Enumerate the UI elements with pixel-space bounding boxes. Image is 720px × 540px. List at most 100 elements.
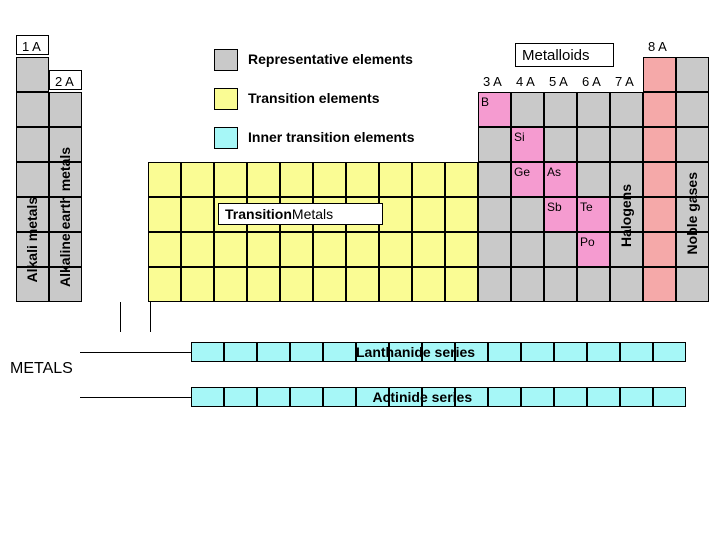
cell-act (191, 387, 224, 407)
swatch-rep (214, 49, 238, 71)
cell-transition (148, 267, 181, 302)
bracket (120, 302, 121, 332)
cell-act (257, 387, 290, 407)
cell-transition (148, 162, 181, 197)
cell-p (544, 92, 577, 127)
cell-act (521, 387, 554, 407)
cell-noble (643, 197, 676, 232)
cell-noble (643, 267, 676, 302)
cell-p (478, 127, 511, 162)
vlabel-alkaline: Alkaline earth metals (57, 112, 73, 287)
cell-transition (148, 232, 181, 267)
cell-lanth (587, 342, 620, 362)
cell-p (610, 267, 643, 302)
cell-act (587, 387, 620, 407)
cell-lanth (521, 342, 554, 362)
cell-p (577, 92, 610, 127)
cell-transition (247, 267, 280, 302)
cell-noble (643, 232, 676, 267)
cell-metalloid: Si (511, 127, 544, 162)
cell-transition (313, 267, 346, 302)
cell-act (290, 387, 323, 407)
cell-act (620, 387, 653, 407)
vlabel-alkali: Alkali metals (24, 132, 40, 283)
cell-noble (643, 57, 676, 92)
cell-transition (445, 197, 478, 232)
cell-lanth (257, 342, 290, 362)
cell-transition (445, 162, 478, 197)
cell-transition (346, 162, 379, 197)
cell-act (554, 387, 587, 407)
lbl-g14: 4 A (516, 74, 535, 89)
cell-lanth (488, 342, 521, 362)
cell-act (323, 387, 356, 407)
tag-transition-metals: Transition Metals (218, 203, 383, 225)
cell-transition (379, 162, 412, 197)
cell-g1 (16, 92, 49, 127)
cell-metalloid: Po (577, 232, 610, 267)
vlabel-noble: Noble gases (684, 132, 700, 255)
lbl-g18: 8 A (648, 39, 667, 54)
vlabel-halogens: Halogens (618, 142, 634, 247)
cell-transition (148, 197, 181, 232)
cell-metalloid: Ge (511, 162, 544, 197)
cell-lanth (554, 342, 587, 362)
cell-transition (280, 267, 313, 302)
cell-act (224, 387, 257, 407)
cell-transition (346, 232, 379, 267)
cell-p (478, 162, 511, 197)
lbl-g13: 3 A (483, 74, 502, 89)
cell-lanth (290, 342, 323, 362)
cell-transition (412, 197, 445, 232)
cell-lanth (191, 342, 224, 362)
lbl-g15: 5 A (549, 74, 568, 89)
label-metals: METALS (10, 360, 73, 378)
lbl-g17: 7 A (615, 74, 634, 89)
cell-transition (247, 232, 280, 267)
box-g1 (16, 35, 49, 55)
cell-transition (214, 162, 247, 197)
cell-metalloid: B (478, 92, 511, 127)
cell-transition (214, 232, 247, 267)
cell-p (610, 92, 643, 127)
cell-transition (181, 197, 214, 232)
cell-p (577, 162, 610, 197)
cell-extra (676, 267, 709, 302)
cell-transition (313, 232, 346, 267)
label-lanth: Lanthanide series (356, 344, 475, 360)
cell-transition (379, 232, 412, 267)
cell-lanth (620, 342, 653, 362)
cell-transition (280, 162, 313, 197)
txt-transition-prefix: Transition (225, 206, 292, 222)
cell-p (478, 267, 511, 302)
cell-transition (181, 232, 214, 267)
swatch-inner (214, 127, 238, 149)
cell-metalloid: As (544, 162, 577, 197)
cell-transition (214, 267, 247, 302)
cell-noble (643, 162, 676, 197)
cell-metalloid: Te (577, 197, 610, 232)
cell-transition (445, 267, 478, 302)
cell-p (511, 267, 544, 302)
cell-transition (379, 267, 412, 302)
lbl-g16: 6 A (582, 74, 601, 89)
cell-extra (676, 57, 709, 92)
cell-lanth (323, 342, 356, 362)
cell-p (511, 232, 544, 267)
cell-p (511, 92, 544, 127)
cell-p (544, 127, 577, 162)
cell-transition (412, 162, 445, 197)
tag-metalloids: Metalloids (515, 43, 614, 67)
cell-transition (280, 232, 313, 267)
cell-transition (346, 267, 379, 302)
cell-lanth (224, 342, 257, 362)
box-g2 (49, 70, 82, 90)
cell-transition (445, 232, 478, 267)
connector (80, 352, 191, 353)
cell-p (577, 127, 610, 162)
connector (80, 397, 191, 398)
cell-extra (676, 92, 709, 127)
legend-inner: Inner transition elements (248, 129, 414, 145)
label-act: Actinide series (373, 389, 473, 405)
cell-p (577, 267, 610, 302)
